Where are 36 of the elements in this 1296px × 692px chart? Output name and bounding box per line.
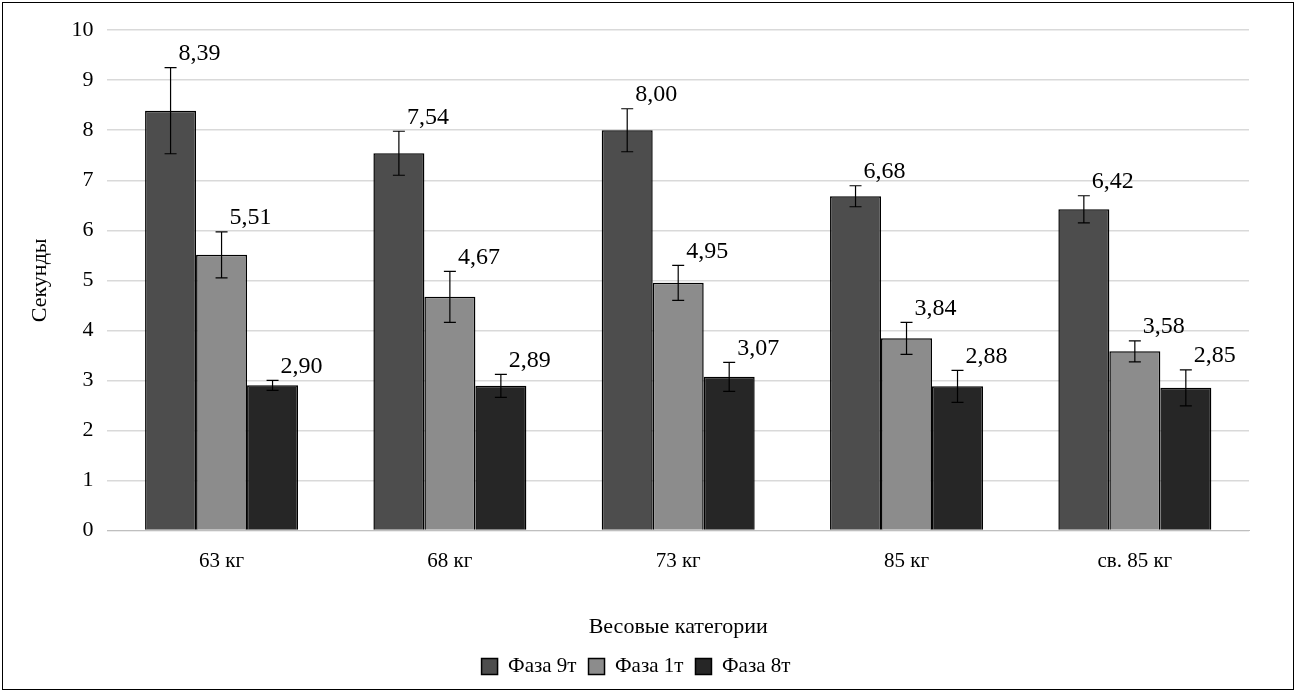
data-label: 2,89: [508, 345, 551, 372]
legend-label: Фаза 8т: [721, 653, 791, 678]
data-label: 7,54: [406, 102, 449, 129]
legend-label: Фаза 1т: [615, 653, 684, 678]
x-tick-label: св. 85 кг: [1097, 547, 1173, 572]
data-label: 4,95: [686, 236, 729, 263]
y-tick-label: 8: [82, 116, 94, 142]
y-tick-label: 0: [82, 516, 94, 542]
y-tick-label: 4: [82, 316, 94, 342]
data-label: 3,07: [737, 333, 780, 360]
data-label: 5,51: [229, 203, 272, 230]
y-tick-label: 7: [82, 166, 94, 192]
x-tick-label: 68 кг: [427, 547, 473, 572]
x-tick-label: 85 кг: [883, 547, 930, 572]
y-tick-label: 1: [82, 466, 94, 492]
y-tick-label: 3: [82, 366, 94, 392]
data-label: 2,85: [1193, 341, 1236, 368]
data-label: 6,68: [863, 157, 906, 184]
y-tick-label: 6: [82, 216, 94, 242]
y-tick-label: 10: [71, 15, 94, 41]
x-tick-label: 63 кг: [199, 547, 245, 572]
data-label: 4,67: [457, 242, 500, 269]
legend-label: Фаза 9т: [508, 653, 577, 678]
y-tick-label: 5: [82, 266, 94, 292]
y-axis-title: Секунды: [25, 238, 51, 323]
data-label: 3,84: [914, 293, 957, 320]
data-label: 8,39: [178, 39, 221, 66]
y-tick-label: 9: [82, 66, 94, 91]
data-label: 6,42: [1091, 167, 1134, 194]
x-axis-title: Весовые категории: [588, 612, 768, 638]
data-label: 3,58: [1142, 312, 1185, 339]
data-label: 8,00: [635, 80, 678, 107]
data-label: 2,90: [280, 351, 323, 378]
data-label: 2,88: [965, 341, 1008, 368]
x-tick-label: 73 кг: [655, 547, 702, 572]
y-tick-label: 2: [82, 416, 94, 442]
